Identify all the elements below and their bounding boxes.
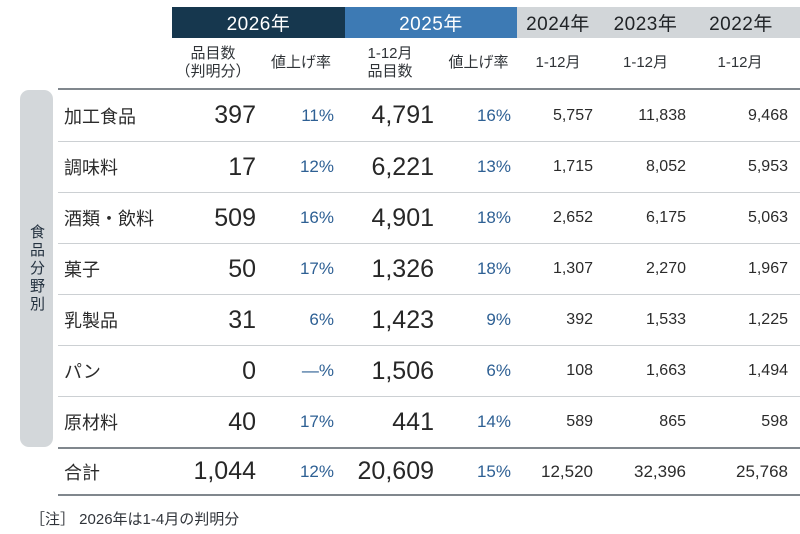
rate-2025-value: 16% xyxy=(476,105,511,125)
total-label: 合計 xyxy=(64,462,100,483)
category-label: 酒類・飲料 xyxy=(64,209,154,229)
year-band-2026: 2026年 xyxy=(172,7,345,38)
category-label: 加工食品 xyxy=(64,106,136,127)
total-section: 合計 1,044 12% 20,609 15% 12,520 32,396 25… xyxy=(58,447,800,496)
items-2026-value: 509 xyxy=(214,203,256,232)
subheader-months-2023: 1-12月 xyxy=(622,54,669,72)
items-2026-value: 31 xyxy=(228,305,256,334)
rate-2025-value: 14% xyxy=(476,412,511,431)
items-2023-value: 1,663 xyxy=(645,362,686,379)
items-2025-value: 1,326 xyxy=(371,254,434,283)
subheader-rate-2026: 値上げ率 xyxy=(270,54,331,72)
items-2025-value: 441 xyxy=(392,407,434,436)
items-2022-value: 5,953 xyxy=(747,158,788,175)
items-2025-value: 1,506 xyxy=(371,356,434,385)
table-row-confectionery: 菓子 50 17% 1,326 18% 1,307 2,270 1,967 xyxy=(58,243,800,294)
items-2023-value: 6,175 xyxy=(645,209,686,226)
total-items-2025: 20,609 xyxy=(357,457,434,485)
total-rate-2026: 12% xyxy=(299,461,334,481)
total-items-2023: 32,396 xyxy=(634,461,686,481)
category-label: 菓子 xyxy=(64,260,100,280)
items-2022-value: 1,494 xyxy=(747,362,788,379)
rate-2026-value: 6% xyxy=(309,310,334,329)
items-2024-value: 392 xyxy=(566,311,593,328)
rate-2026-value: 17% xyxy=(299,412,334,431)
rate-2025-value: 9% xyxy=(486,310,511,329)
items-2022-value: 9,468 xyxy=(747,106,788,124)
total-items-2024: 12,520 xyxy=(541,461,593,481)
items-2023-value: 2,270 xyxy=(645,260,686,277)
rate-2026-value: —% xyxy=(301,361,334,380)
rate-2025-value: 18% xyxy=(476,259,511,278)
table-area: 2026年 2025年 2024年 2023年 2022年 品目数 （判明分） … xyxy=(58,7,800,496)
year-band-2025: 2025年 xyxy=(345,7,517,38)
subheader-rate-2025: 値上げ率 xyxy=(448,54,509,72)
items-2026-value: 17 xyxy=(228,152,256,181)
year-band-previous: 2024年 2023年 2022年 xyxy=(517,7,800,38)
items-2023-value: 11,838 xyxy=(638,106,686,124)
rate-2026-value: 11% xyxy=(301,105,334,125)
rate-2025-value: 13% xyxy=(476,157,511,176)
table-row-dairy: 乳製品 31 6% 1,423 9% 392 1,533 1,225 xyxy=(58,294,800,345)
subheader-row: 品目数 （判明分） 値上げ率 1-12月 品目数 値上げ率 1-12月 1-12… xyxy=(58,38,800,88)
total-rate-2025: 15% xyxy=(476,461,511,481)
items-2024-value: 1,307 xyxy=(552,260,593,277)
items-2025-value: 4,901 xyxy=(371,203,434,232)
items-2023-value: 1,533 xyxy=(645,311,686,328)
food-category-group-bar: 食品分野別 xyxy=(20,90,53,447)
table-row-bread: パン 0 —% 1,506 6% 108 1,663 1,494 xyxy=(58,345,800,396)
items-2025-value: 4,791 xyxy=(371,101,434,129)
items-2022-value: 1,967 xyxy=(747,260,788,277)
items-2024-value: 2,652 xyxy=(552,209,593,226)
items-2023-value: 8,052 xyxy=(645,158,686,175)
year-label-2023: 2023年 xyxy=(613,14,678,35)
items-2023-value: 865 xyxy=(659,413,686,430)
table-row-total: 合計 1,044 12% 20,609 15% 12,520 32,396 25… xyxy=(58,449,800,494)
subheader-months-2024: 1-12月 xyxy=(535,54,581,72)
food-category-group-label: 食品分野別 xyxy=(28,223,45,314)
items-2025-value: 6,221 xyxy=(371,152,434,181)
footnote: ［注］ 2026年は1-4月の判明分 xyxy=(30,511,240,528)
table-row-seasonings: 調味料 17 12% 6,221 13% 1,715 8,052 5,953 xyxy=(58,141,800,192)
items-2026-value: 397 xyxy=(214,101,256,129)
items-2026-value: 50 xyxy=(228,254,256,283)
table-body: 加工食品 397 11% 4,791 16% 5,757 11,838 9,46… xyxy=(58,88,800,447)
total-items-2026: 1,044 xyxy=(193,457,256,485)
items-2026-value: 40 xyxy=(228,407,256,436)
table-row-alcohol-beverages: 酒類・飲料 509 16% 4,901 18% 2,652 6,175 5,06… xyxy=(58,192,800,243)
items-2022-value: 1,225 xyxy=(747,311,788,328)
items-2024-value: 1,715 xyxy=(552,158,593,175)
category-label: 乳製品 xyxy=(64,311,118,331)
table-row-raw-materials: 原材料 40 17% 441 14% 589 865 598 xyxy=(58,396,800,447)
category-label: パン xyxy=(64,362,101,382)
rate-2026-value: 12% xyxy=(299,157,334,176)
rate-2025-value: 6% xyxy=(486,361,511,380)
items-2024-value: 108 xyxy=(566,362,593,379)
year-band-2025-label: 2025年 xyxy=(399,14,463,35)
category-label: 原材料 xyxy=(64,413,118,433)
items-2026-value: 0 xyxy=(242,356,256,385)
rate-2026-value: 16% xyxy=(299,208,334,227)
table-row-processed-foods: 加工食品 397 11% 4,791 16% 5,757 11,838 9,46… xyxy=(58,90,800,141)
category-label: 調味料 xyxy=(64,158,118,178)
items-2024-value: 589 xyxy=(566,413,593,430)
year-band-2026-label: 2026年 xyxy=(226,14,291,35)
subheader-months-2022: 1-12月 xyxy=(717,54,763,72)
subheader-items-2025: 1-12月 品目数 xyxy=(367,45,413,80)
subheader-items-2026: 品目数 （判明分） xyxy=(175,45,251,80)
total-items-2022: 25,768 xyxy=(736,461,788,481)
items-2025-value: 1,423 xyxy=(371,305,434,334)
items-2024-value: 5,757 xyxy=(552,106,593,124)
year-label-2024: 2024年 xyxy=(526,14,590,35)
year-band-row: 2026年 2025年 2024年 2023年 2022年 xyxy=(58,7,800,38)
year-label-2022: 2022年 xyxy=(709,14,773,35)
rate-2025-value: 18% xyxy=(476,208,511,227)
items-2022-value: 5,063 xyxy=(747,209,788,226)
items-2022-value: 598 xyxy=(761,413,788,430)
rate-2026-value: 17% xyxy=(299,259,334,278)
